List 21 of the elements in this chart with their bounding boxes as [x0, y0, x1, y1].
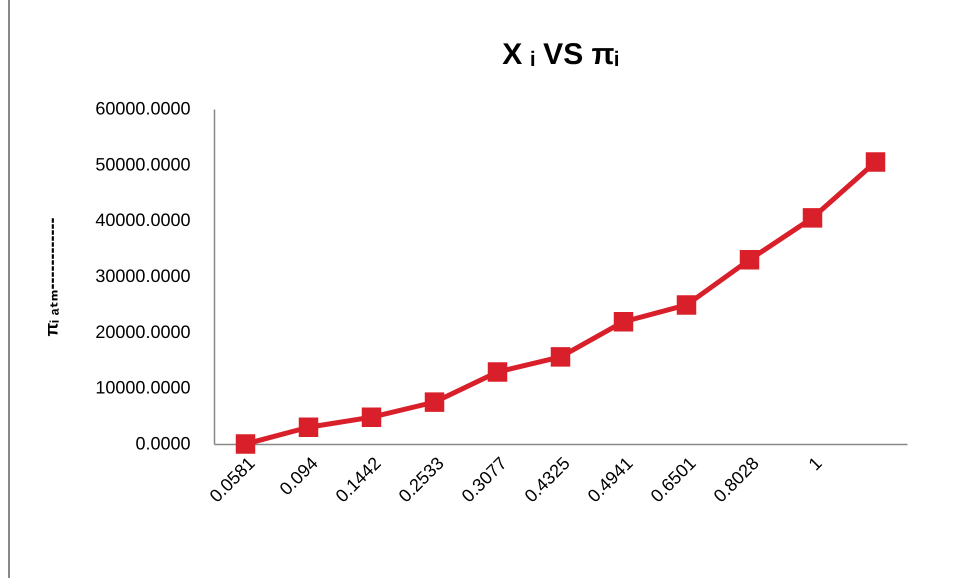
y-tick-label: 0.0000 [135, 434, 190, 454]
point [362, 407, 382, 427]
y-tick-label: 10000.0000 [95, 378, 190, 398]
chart-title: X ᵢ VS πᵢ [502, 38, 619, 71]
y-tick-label: 60000.0000 [95, 98, 190, 118]
point [488, 362, 508, 382]
point [236, 434, 256, 454]
y-axis-title: πᵢ ₐₜₘ------------ [41, 218, 62, 336]
x-tick-label: 1 [804, 453, 826, 474]
point [740, 250, 760, 270]
point [424, 392, 444, 412]
y-tick-label: 50000.0000 [95, 154, 190, 174]
y-tick-label: 20000.0000 [95, 322, 190, 342]
point [802, 208, 822, 228]
point [298, 418, 318, 437]
point [550, 347, 570, 367]
point [614, 312, 634, 332]
y-tick-label: 30000.0000 [95, 266, 190, 286]
y-tick-label: 40000.0000 [95, 210, 190, 230]
point [866, 152, 886, 172]
point [676, 295, 696, 315]
